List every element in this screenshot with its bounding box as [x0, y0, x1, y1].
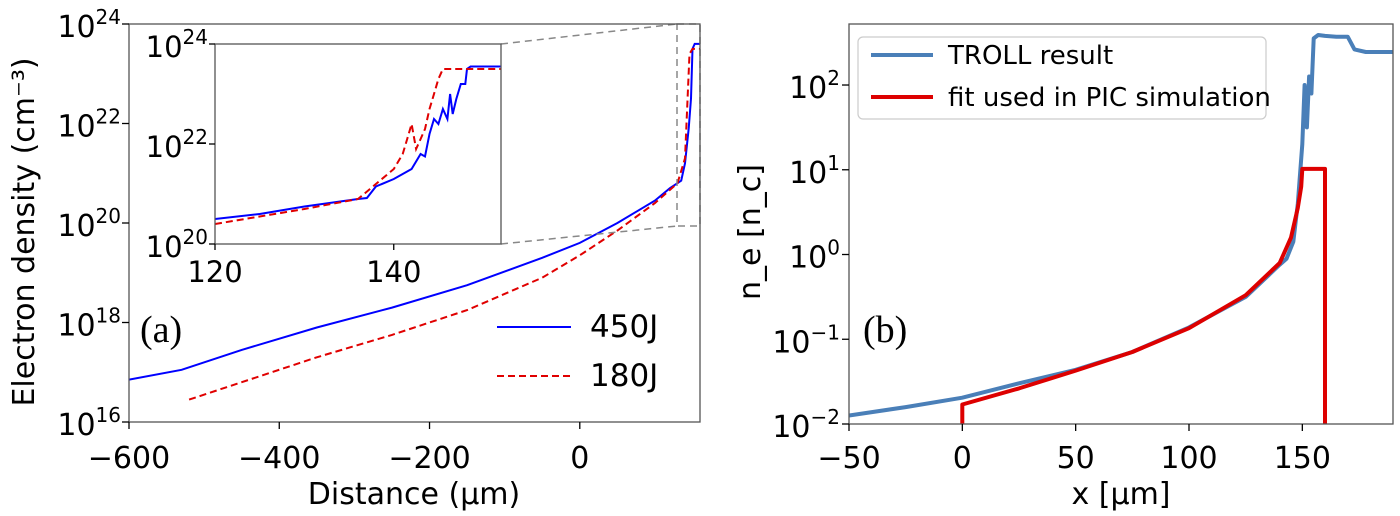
y-tick-label: 100 — [789, 236, 840, 276]
inset-plot-area — [215, 65, 501, 225]
x-tick-label: −400 — [238, 441, 320, 476]
legend-box — [857, 36, 1267, 120]
pic-fit-line — [960, 166, 1327, 424]
panel-a-label: (a) — [140, 309, 182, 351]
inset-series-450J-line — [215, 65, 501, 220]
x-tick-label: 150 — [1274, 441, 1331, 476]
legend-180J-label: 180J — [590, 358, 658, 394]
y-tick-label: 1022 — [57, 105, 121, 145]
y-tick-label: 1024 — [57, 5, 121, 45]
panel-a: 120 140 1020 1022 1024 −600 −400 −200 0 1016 1018… — [7, 5, 701, 512]
legend-fit-label: fit used in PIC simulation — [948, 83, 1271, 113]
inset-x-tick-label: 120 — [187, 255, 242, 289]
panel-a-plot-area — [129, 42, 700, 401]
panel-b-ticks: −50 0 50 100 150 10−2 10−1 100 101 102 — [772, 66, 1331, 476]
panel-b-label: (b) — [863, 309, 907, 351]
panel-a-legend: 450J 180J — [497, 309, 658, 394]
panel-a-xlabel: Distance (μm) — [308, 477, 520, 512]
y-tick-label: 102 — [789, 66, 840, 106]
x-tick-label: 0 — [570, 441, 589, 476]
x-tick-label: −600 — [88, 441, 170, 476]
series-180J-line — [188, 47, 700, 401]
legend-troll-label: TROLL result — [947, 41, 1113, 71]
x-tick-label: −200 — [388, 441, 470, 476]
zoom-indicator — [500, 23, 701, 245]
inset-x-tick-label: 140 — [366, 255, 421, 289]
panel-a-ticks: −600 −400 −200 0 1016 1018 1020 1022 1024 — [57, 5, 589, 476]
inset: 120 140 1020 1022 1024 — [146, 25, 502, 289]
y-tick-label: 101 — [789, 151, 840, 191]
x-tick-label: 0 — [953, 441, 972, 476]
inset-series-180J-line — [215, 68, 501, 225]
series-450J-line — [129, 42, 700, 381]
inset-y-tick-label: 1022 — [146, 125, 208, 164]
panel-b-ylabel: n_e [n_c] — [733, 164, 768, 300]
zoom-connector-top — [500, 23, 678, 45]
legend-450J-label: 450J — [590, 309, 658, 345]
zoom-connector-bottom — [500, 225, 678, 245]
panel-a-ylabel: Electron density (cm⁻³) — [7, 57, 42, 406]
y-tick-label: 1018 — [57, 304, 121, 344]
inset-y-tick-label: 1020 — [146, 225, 208, 264]
y-tick-label: 1016 — [57, 403, 121, 443]
panel-b-legend: TROLL result fit used in PIC simulation — [857, 36, 1271, 120]
panel-b-xlabel: x [μm] — [1071, 477, 1170, 512]
panel-b-plot-area — [849, 33, 1393, 424]
inset-y-tick-label: 1024 — [146, 25, 208, 64]
inset-ticks: 120 140 1020 1022 1024 — [146, 25, 422, 289]
panel-b-frame — [848, 23, 1394, 425]
y-tick-label: 10−1 — [772, 320, 840, 360]
x-tick-label: 100 — [1160, 441, 1217, 476]
x-tick-label: −50 — [817, 441, 880, 476]
x-tick-label: 50 — [1057, 441, 1095, 476]
y-tick-label: 1020 — [57, 204, 121, 244]
panel-b: −50 0 50 100 150 10−2 10−1 100 101 102 x [μm] n_e… — [733, 23, 1394, 512]
y-tick-label: 10−2 — [772, 405, 840, 445]
inset-background — [215, 44, 501, 244]
